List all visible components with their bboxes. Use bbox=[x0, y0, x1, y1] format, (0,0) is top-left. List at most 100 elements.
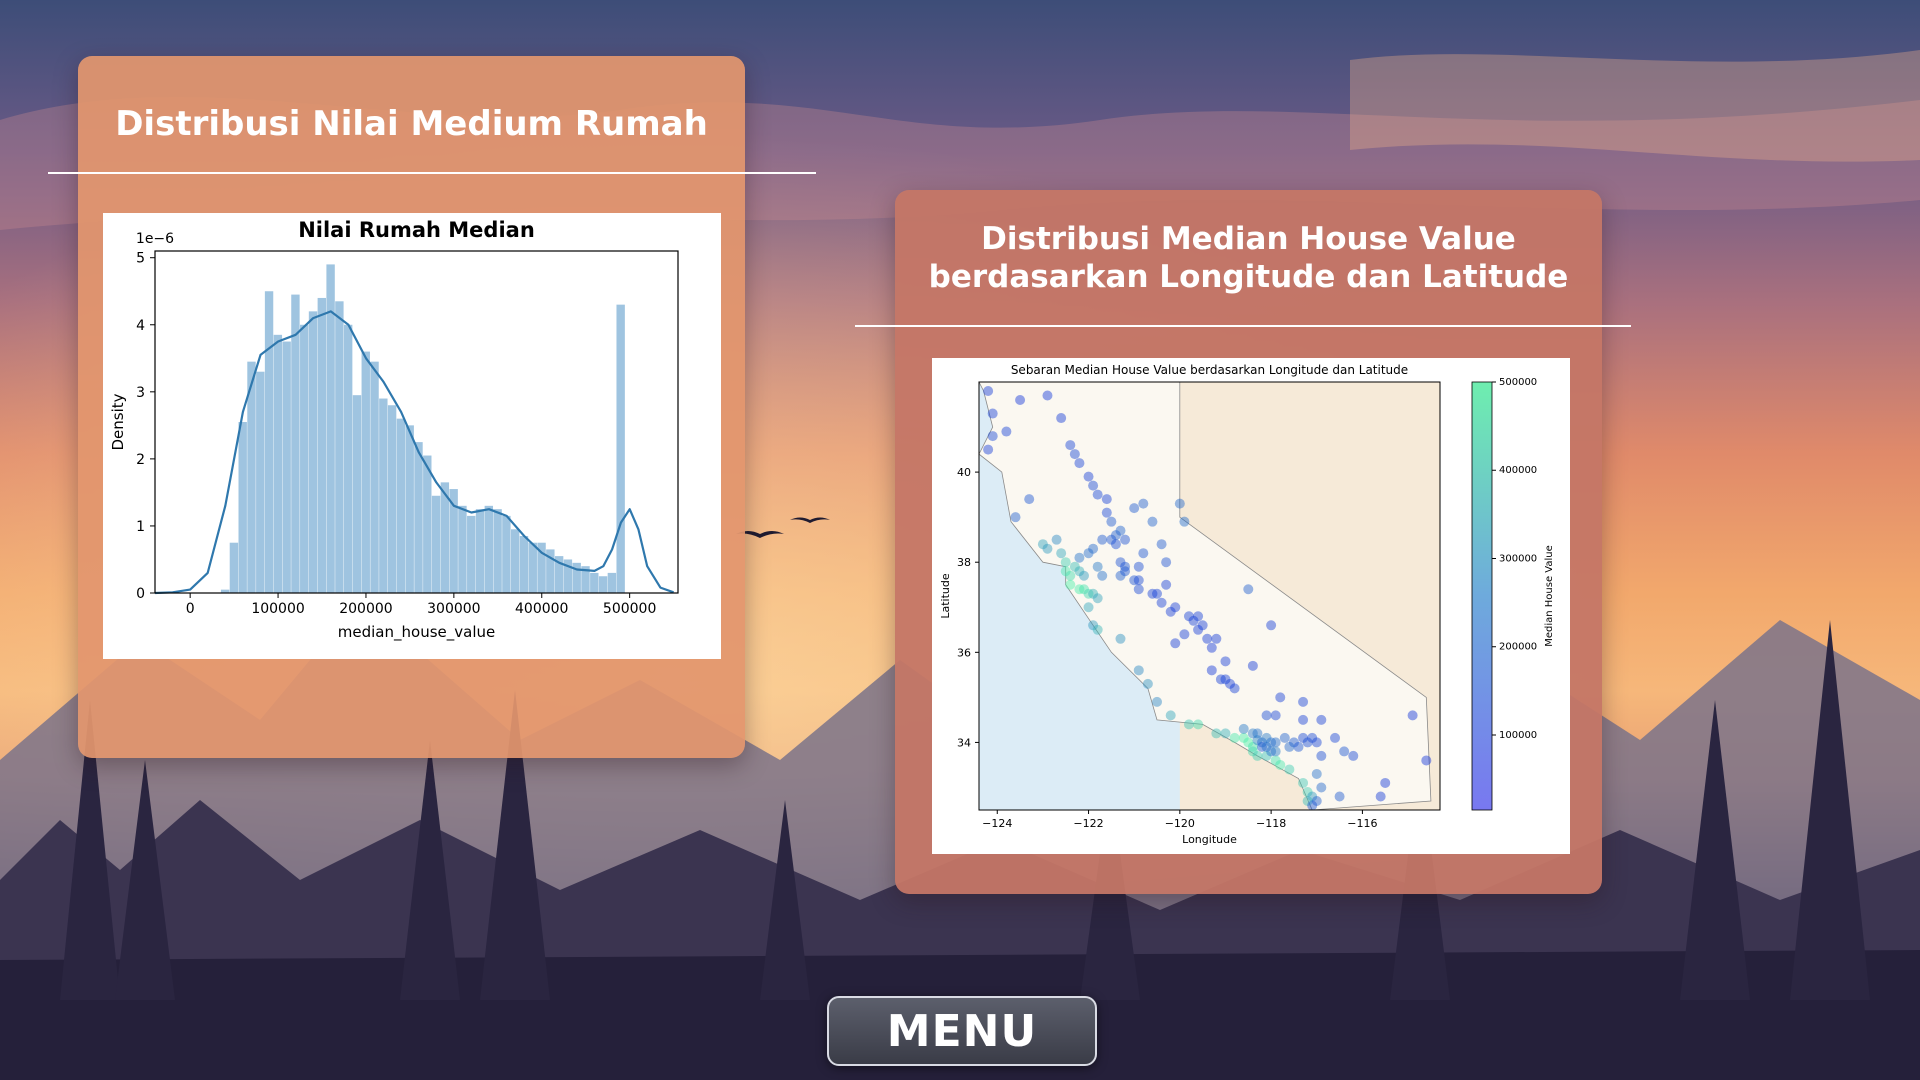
panel-title-line2: berdasarkan Longitude dan Latitude bbox=[928, 259, 1569, 295]
colorbar-tick-label: 100000 bbox=[1499, 730, 1537, 741]
scatter-point bbox=[1115, 570, 1126, 581]
plot-frame bbox=[154, 250, 679, 594]
y-axis-label: Density bbox=[109, 393, 127, 450]
scatter-point bbox=[1074, 566, 1085, 577]
histogram-bar bbox=[396, 418, 406, 593]
histogram-bar bbox=[546, 549, 555, 593]
scatter-point bbox=[1152, 696, 1163, 707]
scatter-point bbox=[1261, 741, 1272, 752]
scatter-point bbox=[1115, 557, 1126, 568]
scatter-point bbox=[1288, 737, 1299, 748]
scatter-point bbox=[1293, 741, 1304, 752]
histogram-bar bbox=[308, 311, 318, 593]
scatter-point bbox=[1088, 620, 1099, 631]
scatter-point bbox=[1279, 732, 1290, 743]
scatter-point bbox=[1156, 597, 1167, 608]
scatter-point bbox=[1078, 570, 1089, 581]
scatter-point bbox=[1307, 791, 1318, 802]
scatter-point bbox=[1129, 575, 1140, 586]
histogram-bar bbox=[607, 572, 617, 593]
scatter-point bbox=[1284, 764, 1295, 775]
histogram-bar bbox=[256, 371, 265, 593]
histogram-bar bbox=[510, 529, 520, 593]
x-tick-label: −124 bbox=[982, 817, 1012, 830]
scatter-point bbox=[1238, 732, 1249, 743]
scatter-point bbox=[1001, 426, 1012, 437]
y-tick-label: 0 bbox=[136, 586, 145, 602]
scatter-point bbox=[987, 408, 998, 419]
scatter-point bbox=[1138, 548, 1149, 559]
x-tick-label: 200000 bbox=[339, 601, 392, 617]
scatter-point bbox=[1074, 458, 1085, 469]
scatter-point bbox=[1206, 665, 1217, 676]
scatter-point bbox=[1334, 791, 1345, 802]
scatter-point bbox=[1375, 791, 1386, 802]
scatter-point bbox=[1179, 516, 1190, 527]
histogram-bar bbox=[431, 495, 441, 593]
histogram-bar bbox=[379, 398, 388, 593]
x-tick-label: −122 bbox=[1073, 817, 1103, 830]
scatter-point bbox=[1010, 512, 1021, 523]
scatter-point bbox=[1129, 503, 1140, 514]
histogram-bar bbox=[502, 515, 511, 593]
histogram-chart-card: Nilai Rumah Median 1e−6 0 100000 200000 30000… bbox=[103, 213, 721, 659]
histogram-bar bbox=[449, 489, 458, 593]
colorbar-tick-label: 500000 bbox=[1499, 377, 1537, 388]
scatter-point bbox=[1421, 755, 1432, 766]
y-tick-label: 40 bbox=[957, 466, 971, 479]
y-axis-label: Latitude bbox=[939, 573, 952, 619]
scatter-point bbox=[1270, 710, 1281, 721]
scatter-point bbox=[1083, 602, 1094, 613]
x-tick-label: 0 bbox=[186, 601, 195, 617]
scatter-point bbox=[1256, 737, 1267, 748]
histogram-bar bbox=[264, 291, 274, 593]
histogram-bar bbox=[467, 515, 476, 593]
scatter-point bbox=[1170, 602, 1181, 613]
scatter-point bbox=[1092, 624, 1103, 635]
scatter-point bbox=[1202, 633, 1213, 644]
menu-button[interactable]: MENU bbox=[827, 996, 1097, 1066]
colorbar-tick-label: 300000 bbox=[1499, 553, 1537, 564]
scatter-point bbox=[1211, 728, 1222, 739]
histogram-bar bbox=[291, 294, 300, 593]
scatter-point bbox=[1156, 539, 1167, 550]
scatter-point bbox=[1252, 728, 1263, 739]
histogram-bar bbox=[335, 301, 344, 593]
scatter-point bbox=[1088, 543, 1099, 554]
histogram-bar bbox=[300, 324, 309, 593]
y-tick-label: 2 bbox=[136, 452, 145, 468]
scatter-point bbox=[1170, 638, 1181, 649]
scatter-point bbox=[1238, 723, 1249, 734]
scatter-point bbox=[983, 444, 994, 455]
histogram-bar bbox=[581, 566, 590, 593]
scatter-point bbox=[1311, 795, 1322, 806]
scatter-point bbox=[1133, 575, 1144, 586]
histogram-bar bbox=[537, 542, 546, 593]
scatter-point bbox=[1275, 759, 1286, 770]
scatter-point bbox=[1311, 737, 1322, 748]
x-tick-label: 400000 bbox=[515, 601, 568, 617]
scatter-point bbox=[1298, 732, 1309, 743]
chart-title: Nilai Rumah Median bbox=[298, 218, 535, 242]
scatter-point bbox=[1051, 534, 1062, 545]
scatter-point bbox=[1225, 678, 1236, 689]
histogram-bar bbox=[528, 542, 537, 593]
scatter-point bbox=[1142, 678, 1153, 689]
scatter-point bbox=[1106, 516, 1117, 527]
x-axis-label: median_house_value bbox=[338, 623, 495, 642]
scatter-point bbox=[1266, 620, 1277, 631]
scatter-point bbox=[1220, 656, 1231, 667]
scatter-point bbox=[1056, 413, 1067, 424]
scatter-point bbox=[1133, 584, 1144, 595]
scatter-point bbox=[1298, 696, 1309, 707]
menu-button-label: MENU bbox=[886, 1005, 1038, 1057]
scatter-point bbox=[1101, 507, 1112, 518]
scatter-map-chart-card: Sebaran Median House Value berdasarkan L… bbox=[932, 358, 1570, 854]
histogram-bar bbox=[247, 361, 256, 593]
scatter-point bbox=[1183, 611, 1194, 622]
scatter-point bbox=[1252, 750, 1263, 761]
scatter-point bbox=[1092, 593, 1103, 604]
scatter-point bbox=[1220, 674, 1231, 685]
scatter-point bbox=[1120, 566, 1131, 577]
histogram-bar bbox=[572, 562, 581, 593]
